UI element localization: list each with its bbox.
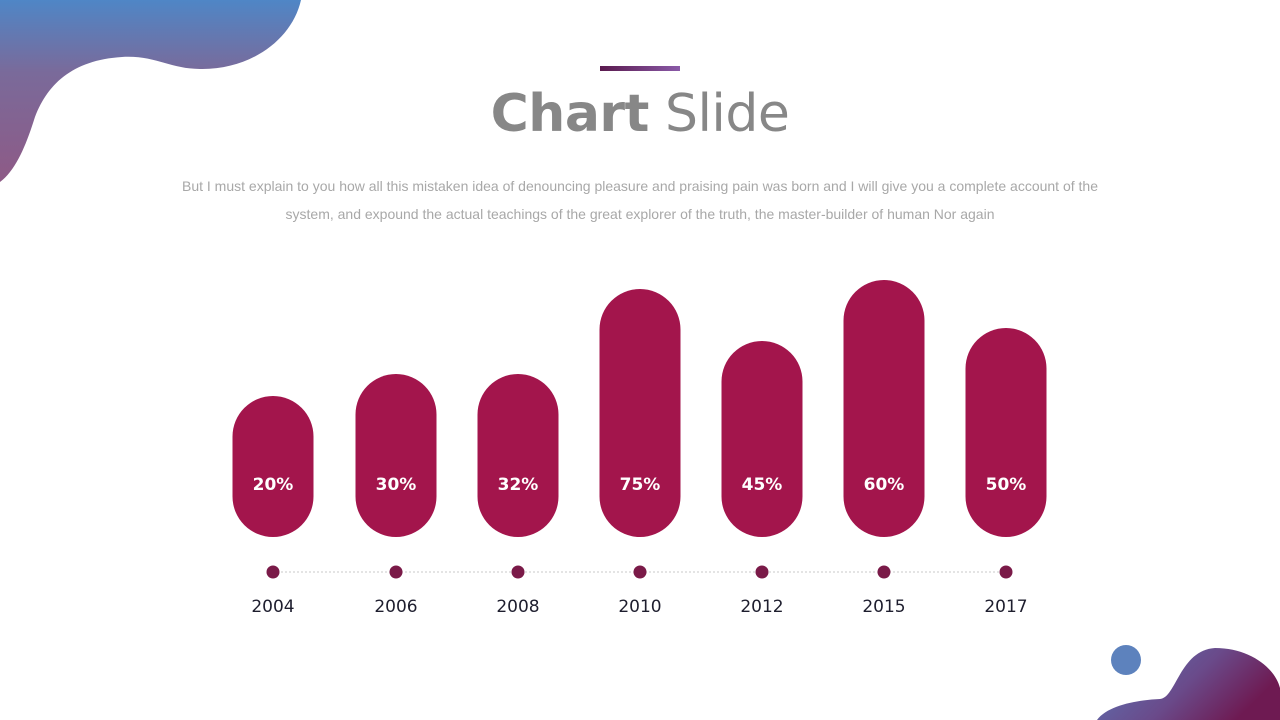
bar-2017 bbox=[965, 328, 1047, 537]
timeline-dot bbox=[389, 565, 403, 579]
title-bold: Chart bbox=[490, 84, 650, 144]
bar-2010 bbox=[599, 289, 681, 537]
title-accent-line bbox=[600, 66, 680, 71]
bar-2006 bbox=[355, 374, 437, 537]
year-label: 2004 bbox=[251, 597, 294, 617]
bar-value-label: 50% bbox=[986, 475, 1027, 495]
bar-value-label: 45% bbox=[742, 475, 783, 495]
bar-value-label: 75% bbox=[620, 475, 661, 495]
timeline-dot bbox=[877, 565, 891, 579]
year-label: 2012 bbox=[740, 597, 783, 617]
timeline-dot bbox=[999, 565, 1013, 579]
timeline-dot bbox=[755, 565, 769, 579]
year-label: 2017 bbox=[984, 597, 1027, 617]
bar-value-label: 30% bbox=[376, 475, 417, 495]
bottom-right-circle bbox=[1111, 645, 1141, 675]
subtitle: But I must explain to you how all this m… bbox=[182, 178, 1098, 222]
title-light: Slide bbox=[664, 84, 790, 144]
year-label: 2015 bbox=[862, 597, 905, 617]
bar-2008 bbox=[477, 374, 559, 537]
bar-value-label: 60% bbox=[864, 475, 905, 495]
top-left-blob bbox=[0, 0, 301, 182]
timeline-dot bbox=[266, 565, 280, 579]
year-label: 2008 bbox=[496, 597, 539, 617]
bar-2004 bbox=[232, 396, 314, 537]
timeline-dot bbox=[633, 565, 647, 579]
page-title: Chart Slide bbox=[0, 84, 1280, 144]
bar-2012 bbox=[721, 341, 803, 537]
year-label: 2010 bbox=[618, 597, 661, 617]
bar-value-label: 32% bbox=[498, 475, 539, 495]
bottom-right-blob bbox=[1097, 648, 1280, 720]
bar-value-label: 20% bbox=[253, 475, 294, 495]
year-label: 2006 bbox=[374, 597, 417, 617]
timeline-dot bbox=[511, 565, 525, 579]
bar-2015 bbox=[843, 280, 925, 537]
